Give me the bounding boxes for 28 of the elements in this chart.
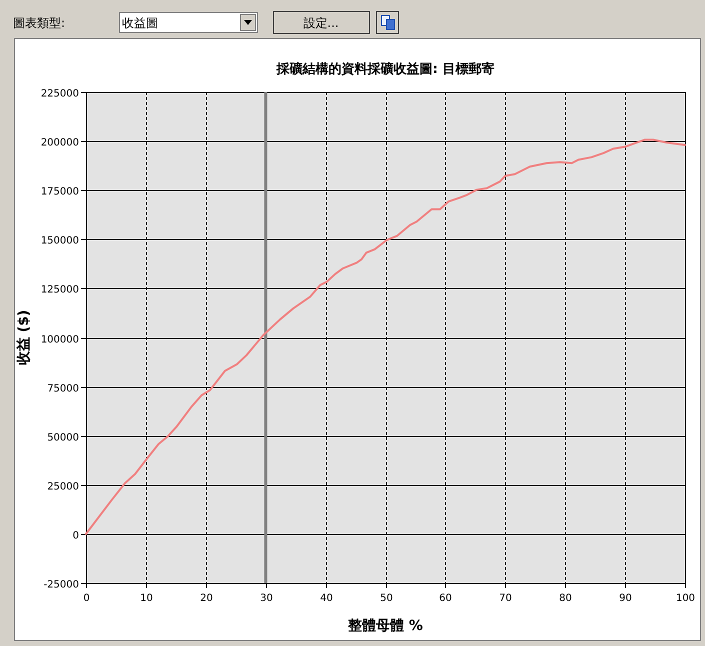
chart-title: 採礦結構的資料採礦收益圖: 目標郵寄 xyxy=(276,61,494,77)
y-tick-label: 150000 xyxy=(40,236,79,246)
y-tick-label: 75000 xyxy=(47,384,79,394)
x-tick-label: 10 xyxy=(140,593,153,604)
y-tick-label: 25000 xyxy=(47,482,79,492)
y-tick-label: -25000 xyxy=(44,580,79,590)
x-tick-label: 70 xyxy=(499,593,512,604)
y-axis-title: 收益 ($) xyxy=(16,310,32,366)
x-tick-label: 30 xyxy=(260,593,273,604)
y-tick-label: 200000 xyxy=(40,138,79,148)
y-tick-label: 0 xyxy=(72,530,79,542)
x-tick-label: 80 xyxy=(559,593,572,604)
settings-button: 設定... xyxy=(273,11,370,34)
y-tick-label: 175000 xyxy=(40,186,79,198)
x-tick-label: 0 xyxy=(83,593,90,604)
y-tick-label: 100000 xyxy=(40,334,79,346)
x-tick-label: 40 xyxy=(320,593,333,604)
y-tick-label: 50000 xyxy=(47,432,79,444)
chart-type-label: 圖表類型: xyxy=(13,16,66,30)
x-tick-label: 20 xyxy=(200,593,213,604)
x-tick-label: 90 xyxy=(619,593,632,604)
y-tick-label: 225000 xyxy=(40,88,79,100)
y-tick-label: 125000 xyxy=(40,284,79,296)
x-tick-label: 60 xyxy=(439,593,452,604)
x-axis-title: 整體母體 % xyxy=(347,618,423,634)
x-tick-label: 100 xyxy=(676,593,696,604)
x-tick-label: 50 xyxy=(380,593,393,604)
chart-type-combobox: 收益圖 xyxy=(119,12,258,33)
